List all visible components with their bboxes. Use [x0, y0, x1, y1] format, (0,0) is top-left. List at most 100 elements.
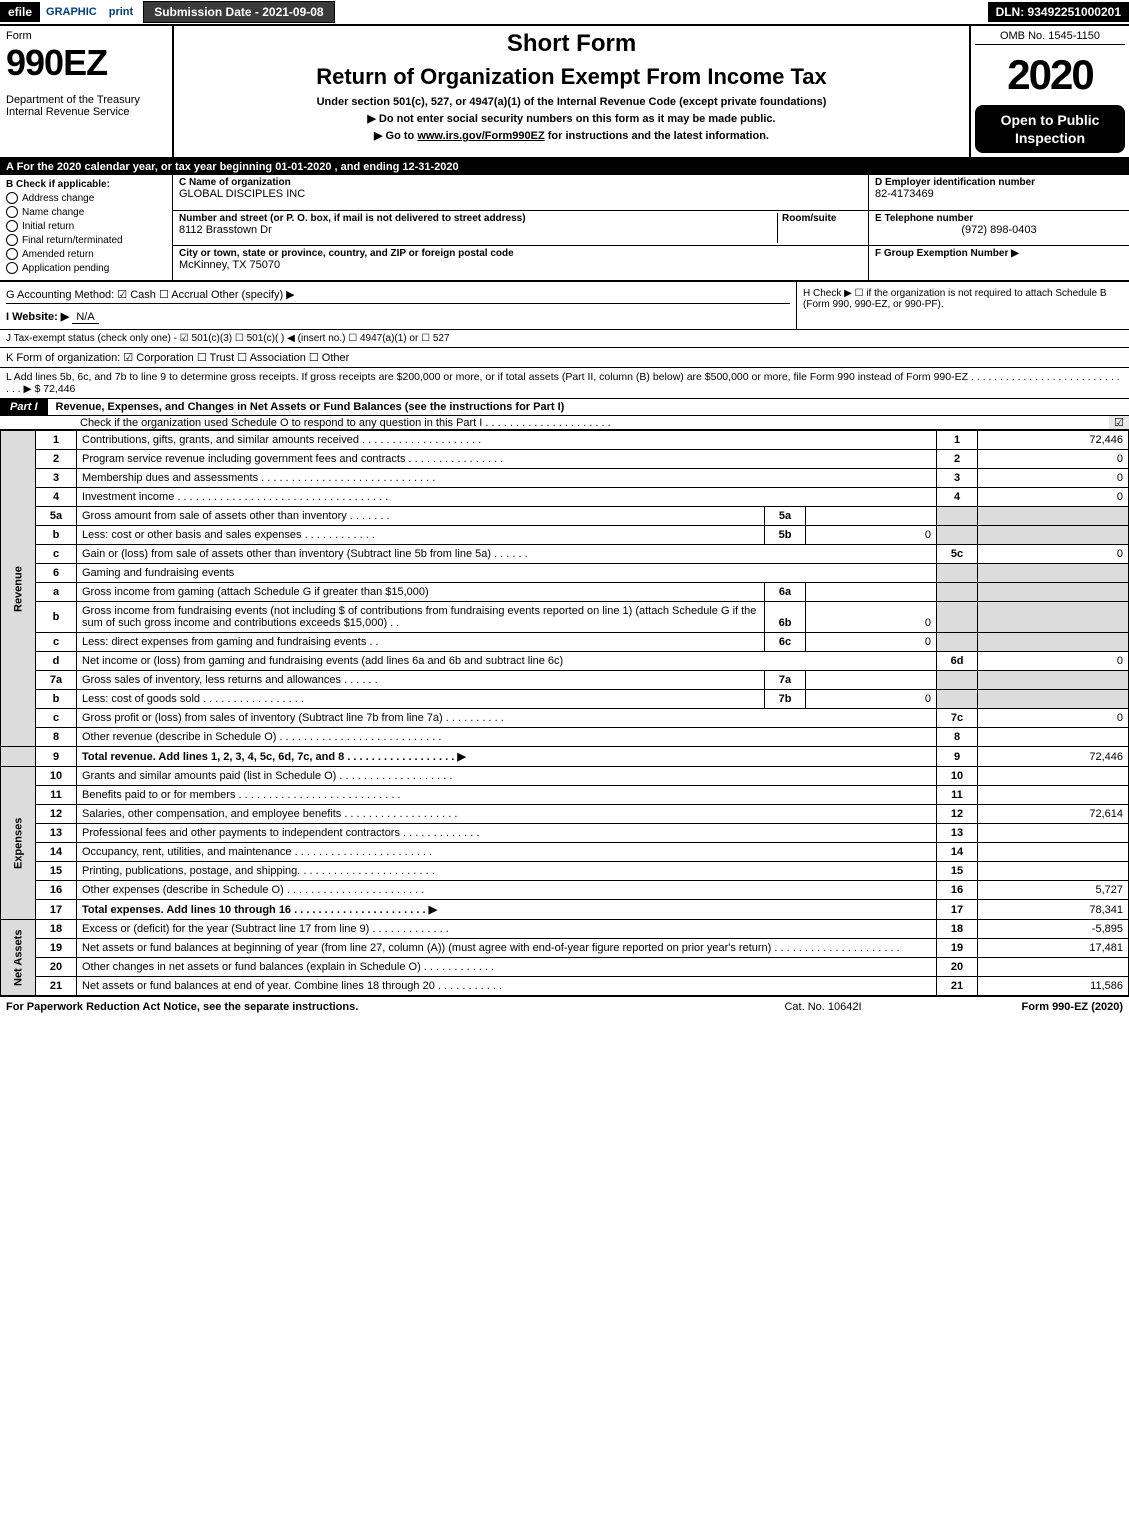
section-d-e-f: D Employer identification number 82-4173…: [868, 175, 1129, 280]
line-5b-desc: Less: cost or other basis and sales expe…: [77, 526, 765, 545]
line-6b-box-shaded: [937, 602, 978, 633]
print-link[interactable]: print: [103, 3, 139, 21]
line-7b-num: b: [36, 690, 77, 709]
line-3-val: 0: [978, 469, 1129, 488]
subtitle-3: ▶ Go to www.irs.gov/Form990EZ for instru…: [182, 129, 961, 142]
line-6d-val: 0: [978, 652, 1129, 671]
line-20-box: 20: [937, 958, 978, 977]
ein-label: D Employer identification number: [875, 177, 1123, 188]
check-address-change[interactable]: Address change: [6, 192, 166, 204]
line-2-desc: Program service revenue including govern…: [77, 450, 937, 469]
line-7b-box-shaded: [937, 690, 978, 709]
address-cell: Number and street (or P. O. box, if mail…: [173, 211, 868, 246]
footer-right: Form 990-EZ (2020): [923, 1001, 1123, 1013]
line-15-box: 15: [937, 862, 978, 881]
line-12-val: 72,614: [978, 805, 1129, 824]
line-5b-ival: 0: [806, 526, 937, 545]
line-5a-inum: 5a: [765, 507, 806, 526]
line-5a-num: 5a: [36, 507, 77, 526]
check-initial-return[interactable]: Initial return: [6, 220, 166, 232]
line-6c-box-shaded: [937, 633, 978, 652]
line-19-val: 17,481: [978, 939, 1129, 958]
omb-number: OMB No. 1545-1150: [975, 30, 1125, 45]
org-name-label: C Name of organization: [179, 177, 862, 188]
line-6-val-shaded: [978, 564, 1129, 583]
graphic-link[interactable]: GRAPHIC: [40, 3, 103, 21]
ein-value: 82-4173469: [875, 188, 1123, 200]
section-l: L Add lines 5b, 6c, and 7b to line 9 to …: [0, 368, 1129, 399]
line-6d-desc: Net income or (loss) from gaming and fun…: [77, 652, 937, 671]
line-4-num: 4: [36, 488, 77, 507]
tax-year: 2020: [975, 51, 1125, 99]
line-18-box: 18: [937, 920, 978, 939]
line-21-box: 21: [937, 977, 978, 996]
part1-check-mark: ☑: [1109, 416, 1129, 429]
line-5b-inum: 5b: [765, 526, 806, 545]
line-7c-val: 0: [978, 709, 1129, 728]
checkbox-icon: [6, 262, 18, 274]
line-5c-desc: Gain or (loss) from sale of assets other…: [77, 545, 937, 564]
line-7b-ival: 0: [806, 690, 937, 709]
line-6-desc: Gaming and fundraising events: [77, 564, 937, 583]
line-13-num: 13: [36, 824, 77, 843]
line-6b-ival: 0: [806, 602, 937, 633]
form-header: Form 990EZ Department of the Treasury In…: [0, 26, 1129, 159]
line-7c-desc: Gross profit or (loss) from sales of inv…: [77, 709, 937, 728]
line-8-box: 8: [937, 728, 978, 747]
irs-link[interactable]: www.irs.gov/Form990EZ: [417, 130, 544, 142]
line-13-box: 13: [937, 824, 978, 843]
checkbox-icon: [6, 234, 18, 246]
department-text: Department of the Treasury Internal Reve…: [6, 94, 166, 118]
section-b: B Check if applicable: Address change Na…: [0, 175, 173, 280]
line-5b-box-shaded: [937, 526, 978, 545]
section-i: I Website: ▶ N/A: [6, 310, 790, 323]
check-name-change[interactable]: Name change: [6, 206, 166, 218]
line-7a-val-shaded: [978, 671, 1129, 690]
line-14-val: [978, 843, 1129, 862]
line-4-desc: Investment income . . . . . . . . . . . …: [77, 488, 937, 507]
group-exemption-cell: F Group Exemption Number ▶: [869, 246, 1129, 280]
line-19-desc: Net assets or fund balances at beginning…: [77, 939, 937, 958]
sub3-pre: ▶ Go to: [374, 130, 417, 142]
line-12-desc: Salaries, other compensation, and employ…: [77, 805, 937, 824]
line-11-desc: Benefits paid to or for members . . . . …: [77, 786, 937, 805]
subtitle-1: Under section 501(c), 527, or 4947(a)(1)…: [182, 96, 961, 108]
line-11-num: 11: [36, 786, 77, 805]
check-amended-return[interactable]: Amended return: [6, 248, 166, 260]
line-10-val: [978, 767, 1129, 786]
section-g: G Accounting Method: ☑ Cash ☐ Accrual Ot…: [0, 282, 796, 329]
city-value: McKinney, TX 75070: [179, 259, 862, 271]
line-6a-box-shaded: [937, 583, 978, 602]
form-label: Form: [6, 30, 166, 42]
line-21-desc: Net assets or fund balances at end of ye…: [77, 977, 937, 996]
line-6a-desc: Gross income from gaming (attach Schedul…: [77, 583, 765, 602]
website-value: N/A: [72, 311, 98, 324]
line-10-num: 10: [36, 767, 77, 786]
check-final-return[interactable]: Final return/terminated: [6, 234, 166, 246]
line-2-box: 2: [937, 450, 978, 469]
line-2-num: 2: [36, 450, 77, 469]
part1-label: Part I: [0, 399, 48, 415]
open-inspection-box: Open to Public Inspection: [975, 105, 1125, 153]
line-20-desc: Other changes in net assets or fund bala…: [77, 958, 937, 977]
main-title: Return of Organization Exempt From Incom…: [182, 64, 961, 90]
line-1-desc: Contributions, gifts, grants, and simila…: [77, 431, 937, 450]
line-21-num: 21: [36, 977, 77, 996]
dln-label: DLN: 93492251000201: [988, 2, 1129, 22]
line-6b-inum: 6b: [765, 602, 806, 633]
org-name-value: GLOBAL DISCIPLES INC: [179, 188, 862, 200]
line-21-val: 11,586: [978, 977, 1129, 996]
form-number: 990EZ: [6, 42, 166, 84]
line-13-desc: Professional fees and other payments to …: [77, 824, 937, 843]
line-9-box: 9: [937, 747, 978, 767]
line-6c-num: c: [36, 633, 77, 652]
check-application-pending[interactable]: Application pending: [6, 262, 166, 274]
sub3-post: for instructions and the latest informat…: [545, 130, 769, 142]
line-1-box: 1: [937, 431, 978, 450]
line-14-desc: Occupancy, rent, utilities, and maintena…: [77, 843, 937, 862]
phone-value: (972) 898-0403: [875, 224, 1123, 236]
checkbox-icon: [6, 206, 18, 218]
submission-date-button[interactable]: Submission Date - 2021-09-08: [143, 1, 334, 23]
line-6-box-shaded: [937, 564, 978, 583]
line-6b-desc: Gross income from fundraising events (no…: [77, 602, 765, 633]
